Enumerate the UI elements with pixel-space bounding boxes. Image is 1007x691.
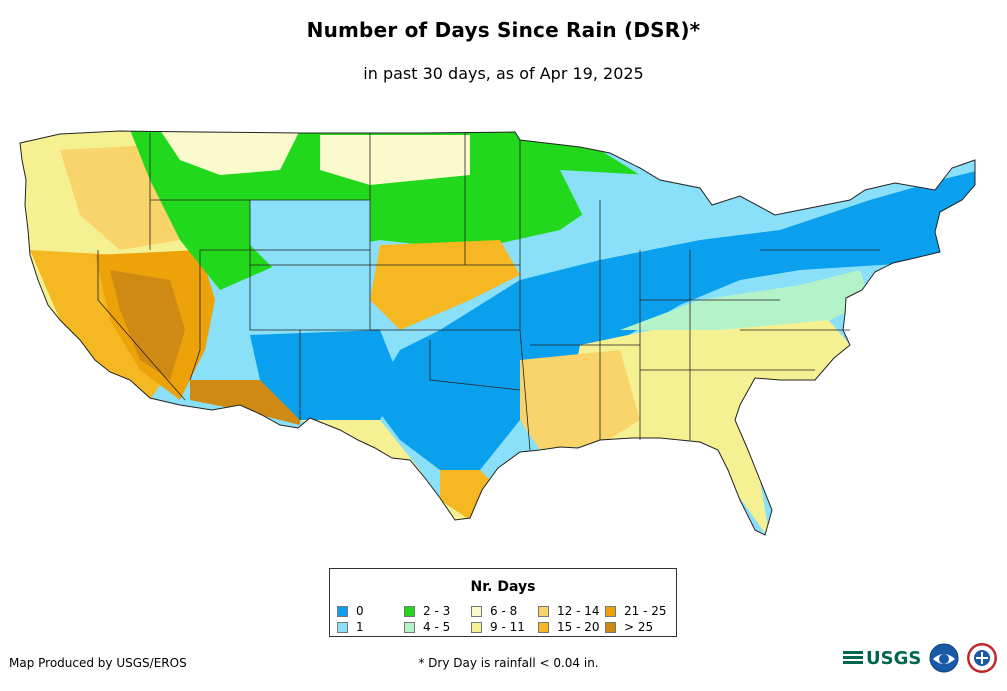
- nws-logo-icon: [967, 643, 998, 673]
- usgs-logo-icon: USGS: [843, 648, 921, 669]
- legend: Nr. Days 0 1 2 - 3 4 - 5 6 - 8 9 - 11 12 - 14 1…: [329, 568, 677, 637]
- legend-label: 21 - 25: [624, 604, 667, 618]
- legend-title: Nr. Days: [470, 579, 536, 595]
- legend-swatch: [337, 605, 348, 617]
- legend-label: > 25: [624, 620, 654, 634]
- legend-label: 4 - 5: [423, 620, 451, 634]
- usgs-logo-text: USGS: [866, 647, 922, 669]
- legend-swatch: [605, 621, 616, 633]
- legend-swatch: [538, 605, 549, 617]
- footnote-text: * Dry Day is rainfall < 0.04 in.: [0, 656, 1007, 670]
- legend-item: 0: [337, 603, 404, 619]
- us-dsr-map: [19, 130, 976, 536]
- legend-swatch: [605, 605, 616, 617]
- zone-texas-coast: [440, 470, 500, 520]
- usgs-waves-icon: [843, 651, 863, 665]
- legend-swatch: [404, 621, 415, 633]
- legend-swatch: [337, 621, 348, 633]
- zone-gulf-tan: [520, 350, 640, 450]
- us-outline: [19, 130, 976, 536]
- zone-southeast-yellow: [560, 310, 850, 535]
- legend-item: > 25: [605, 619, 672, 635]
- legend-item: 4 - 5: [404, 619, 471, 635]
- zone-plains-orange: [370, 240, 520, 330]
- zone-southwest-blue: [250, 330, 400, 420]
- zone-mt-lightblue: [160, 131, 300, 175]
- legend-label: 0: [356, 604, 364, 618]
- noaa-logo-icon: [929, 643, 959, 673]
- agency-logos: USGS: [843, 640, 998, 676]
- legend-item: 15 - 20: [538, 619, 605, 635]
- map-title: Number of Days Since Rain (DSR)*: [306, 18, 701, 42]
- legend-item: 1: [337, 619, 404, 635]
- credit-text: Map Produced by USGS/EROS: [9, 656, 187, 670]
- legend-label: 6 - 8: [490, 604, 518, 618]
- legend-item: 6 - 8: [471, 603, 538, 619]
- legend-item: 9 - 11: [471, 619, 538, 635]
- zone-dakota-pale: [320, 135, 470, 185]
- legend-swatch: [471, 621, 482, 633]
- footnote-label: * Dry Day is rainfall < 0.04 in.: [418, 656, 599, 670]
- legend-item: 12 - 14: [538, 603, 605, 619]
- legend-swatch: [538, 621, 549, 633]
- map-subtitle: in past 30 days, as of Apr 19, 2025: [363, 64, 644, 83]
- legend-item: 2 - 3: [404, 603, 471, 619]
- legend-label: 15 - 20: [557, 620, 600, 634]
- legend-label: 2 - 3: [423, 604, 451, 618]
- legend-grid: 0 1 2 - 3 4 - 5 6 - 8 9 - 11 12 - 14 15 - 20 21 …: [337, 603, 673, 635]
- legend-label: 12 - 14: [557, 604, 600, 618]
- legend-label: 9 - 11: [490, 620, 525, 634]
- legend-swatch: [471, 605, 482, 617]
- zone-california: [30, 250, 170, 400]
- zone-wyoming-blue: [250, 200, 370, 275]
- legend-item: 21 - 25: [605, 603, 672, 619]
- legend-swatch: [404, 605, 415, 617]
- state-borders: [97, 133, 880, 451]
- zone-nevada-core: [110, 270, 185, 380]
- legend-label: 1: [356, 620, 364, 634]
- zone-great-lakes-lb: [560, 170, 700, 250]
